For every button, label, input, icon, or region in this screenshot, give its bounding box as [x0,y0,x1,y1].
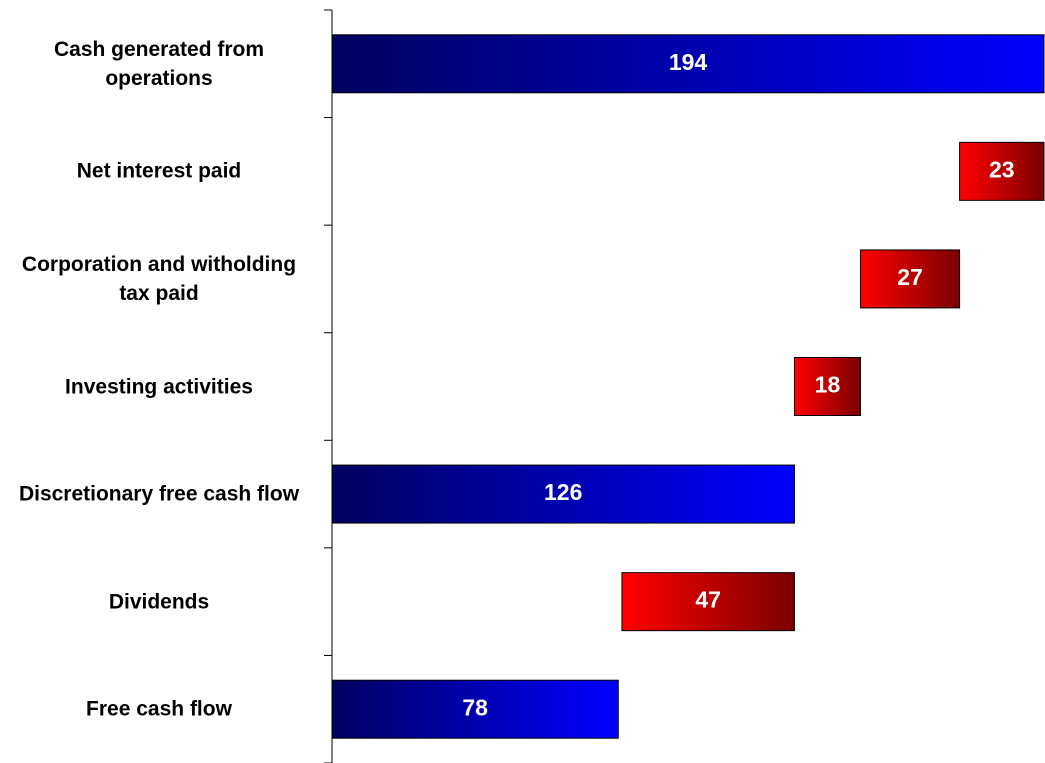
value-label: 78 [462,694,488,720]
value-label: 194 [669,49,708,75]
value-label: 23 [989,156,1015,182]
category-label: Investing activities [65,375,253,398]
category-label: Cash generated from operations [53,37,265,90]
bar [793,357,861,416]
category-label: Net interest paid [76,159,242,183]
value-label: 27 [897,264,923,290]
bar [331,464,795,524]
bar [331,679,619,739]
bar [331,34,1045,94]
bar [621,572,795,632]
value-label: 126 [544,479,582,505]
category-label: Corporation and witholding tax paid [21,252,297,305]
category-label: Free cash flow [86,697,232,721]
value-label: 18 [815,372,841,398]
bar [859,249,961,309]
value-label: 47 [695,587,721,613]
bar [959,141,1045,201]
category-label: Dividends [108,590,210,614]
category-label: Discretionary free cash flow [18,482,300,506]
